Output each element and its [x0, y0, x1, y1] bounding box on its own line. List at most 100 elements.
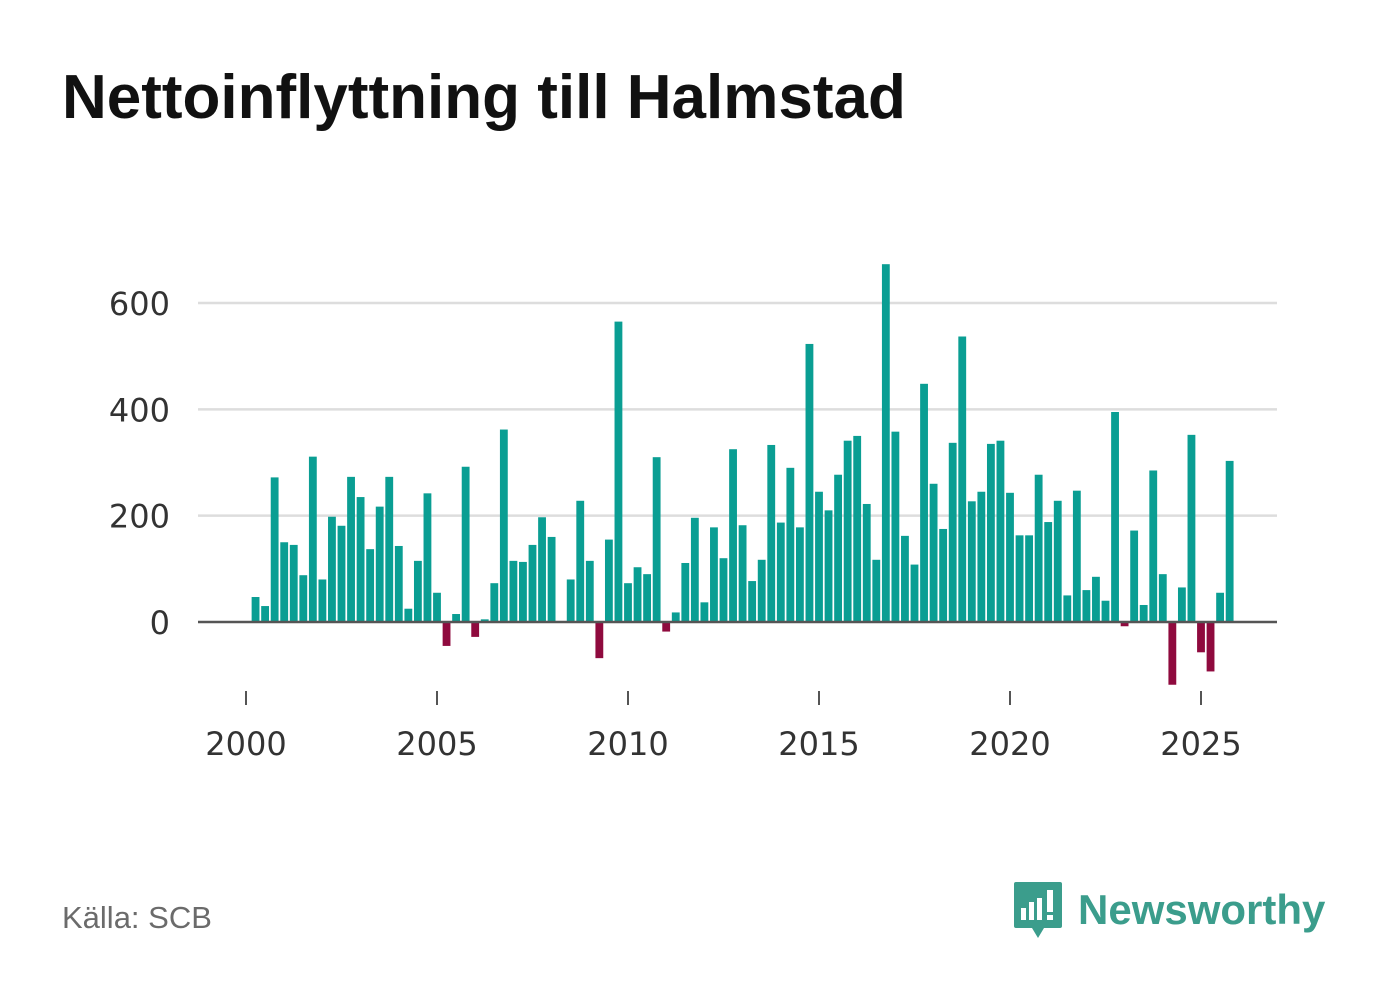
- bar-74: [948, 442, 957, 622]
- bar-56: [776, 522, 785, 622]
- bar-12: [356, 497, 365, 622]
- bar-45: [671, 612, 680, 622]
- bar-96: [1158, 574, 1167, 622]
- bar-59: [805, 343, 814, 622]
- bar-62: [834, 474, 843, 622]
- bar-32: [547, 536, 556, 622]
- bar-100: [1197, 622, 1205, 653]
- bar-93: [1130, 530, 1139, 622]
- bar-57: [786, 467, 795, 622]
- bar-53: [748, 581, 757, 622]
- bar-75: [958, 336, 967, 622]
- bar-20: [433, 592, 441, 622]
- bar-64: [853, 435, 862, 622]
- bar-1: [251, 597, 260, 622]
- bar-16: [394, 545, 403, 622]
- bar-30: [528, 544, 537, 622]
- bar-95: [1149, 470, 1158, 622]
- bar-69: [901, 535, 909, 622]
- bar-25: [480, 619, 489, 622]
- bar-47: [690, 517, 699, 622]
- bar-29: [519, 561, 527, 622]
- bar-102: [1216, 592, 1225, 622]
- brand-logo: Newsworthy: [1012, 880, 1325, 940]
- bar-60: [815, 491, 823, 622]
- bar-65: [862, 503, 871, 622]
- bar-73: [939, 528, 948, 622]
- bar-50: [719, 558, 728, 622]
- x-tick-label-2025: 2025: [1160, 725, 1241, 763]
- bar-103: [1225, 460, 1234, 622]
- bar-27: [499, 429, 508, 622]
- bar-97: [1168, 622, 1177, 685]
- bar-22: [452, 614, 461, 622]
- bar-35: [576, 500, 585, 622]
- bar-41: [633, 567, 642, 622]
- bar-19: [423, 493, 432, 622]
- bar-18: [413, 560, 422, 622]
- bar-43: [652, 457, 661, 622]
- bar-23: [461, 466, 470, 622]
- bar-42: [643, 574, 652, 622]
- bar-11: [347, 476, 355, 622]
- bar-82: [1025, 535, 1034, 622]
- bar-86: [1063, 595, 1072, 622]
- bar-71: [920, 383, 928, 622]
- x-tick-label-2010: 2010: [587, 725, 668, 763]
- bar-98: [1177, 587, 1186, 622]
- bar-34: [566, 579, 575, 622]
- bar-78: [986, 443, 995, 622]
- bar-4: [280, 542, 289, 622]
- bar-61: [824, 510, 833, 622]
- x-tick-label-2020: 2020: [969, 725, 1050, 763]
- bar-48: [700, 602, 709, 622]
- bar-92: [1120, 622, 1129, 627]
- page-title: Nettoinflyttning till Halmstad: [62, 63, 906, 132]
- bar-52: [738, 525, 747, 622]
- bar-39: [614, 321, 623, 622]
- bar-54: [757, 559, 766, 622]
- source-note: Källa: SCB: [62, 900, 212, 935]
- bar-81: [1015, 535, 1024, 622]
- bar-63: [843, 440, 852, 622]
- bar-40: [624, 583, 632, 622]
- bar-28: [509, 560, 518, 622]
- bar-77: [977, 491, 986, 622]
- bar-13: [366, 549, 375, 622]
- bar-3: [270, 477, 279, 622]
- bar-31: [538, 517, 546, 622]
- bar-83: [1034, 474, 1043, 622]
- bar-91: [1111, 411, 1119, 622]
- bar-10: [337, 525, 346, 622]
- bar-49: [710, 527, 718, 622]
- bar-94: [1139, 604, 1148, 622]
- bar-5: [289, 544, 298, 622]
- bar-44: [662, 622, 671, 632]
- bar-90: [1101, 600, 1110, 622]
- y-tick-label-0: 0: [150, 604, 170, 642]
- bar-7: [308, 456, 317, 622]
- bar-55: [767, 444, 776, 622]
- bar-89: [1092, 576, 1100, 622]
- bar-chart-speech-bubble-icon: [1014, 882, 1062, 938]
- bar-67: [881, 264, 890, 622]
- bar-84: [1044, 522, 1053, 622]
- bar-76: [967, 501, 976, 622]
- bar-101: [1206, 622, 1215, 672]
- x-tick-label-2015: 2015: [778, 725, 859, 763]
- bar-26: [490, 583, 499, 622]
- bar-72: [929, 483, 938, 622]
- bar-2: [261, 606, 270, 622]
- x-tick-label-2005: 2005: [396, 725, 477, 763]
- y-tick-label-400: 400: [109, 391, 170, 429]
- bar-66: [872, 559, 881, 622]
- y-tick-label-200: 200: [109, 498, 170, 536]
- bar-14: [375, 506, 384, 622]
- bar-37: [595, 622, 604, 659]
- bar-70: [910, 564, 919, 622]
- bar-51: [729, 449, 737, 622]
- bar-24: [471, 622, 480, 637]
- bar-36: [585, 560, 594, 622]
- bar-85: [1053, 500, 1062, 622]
